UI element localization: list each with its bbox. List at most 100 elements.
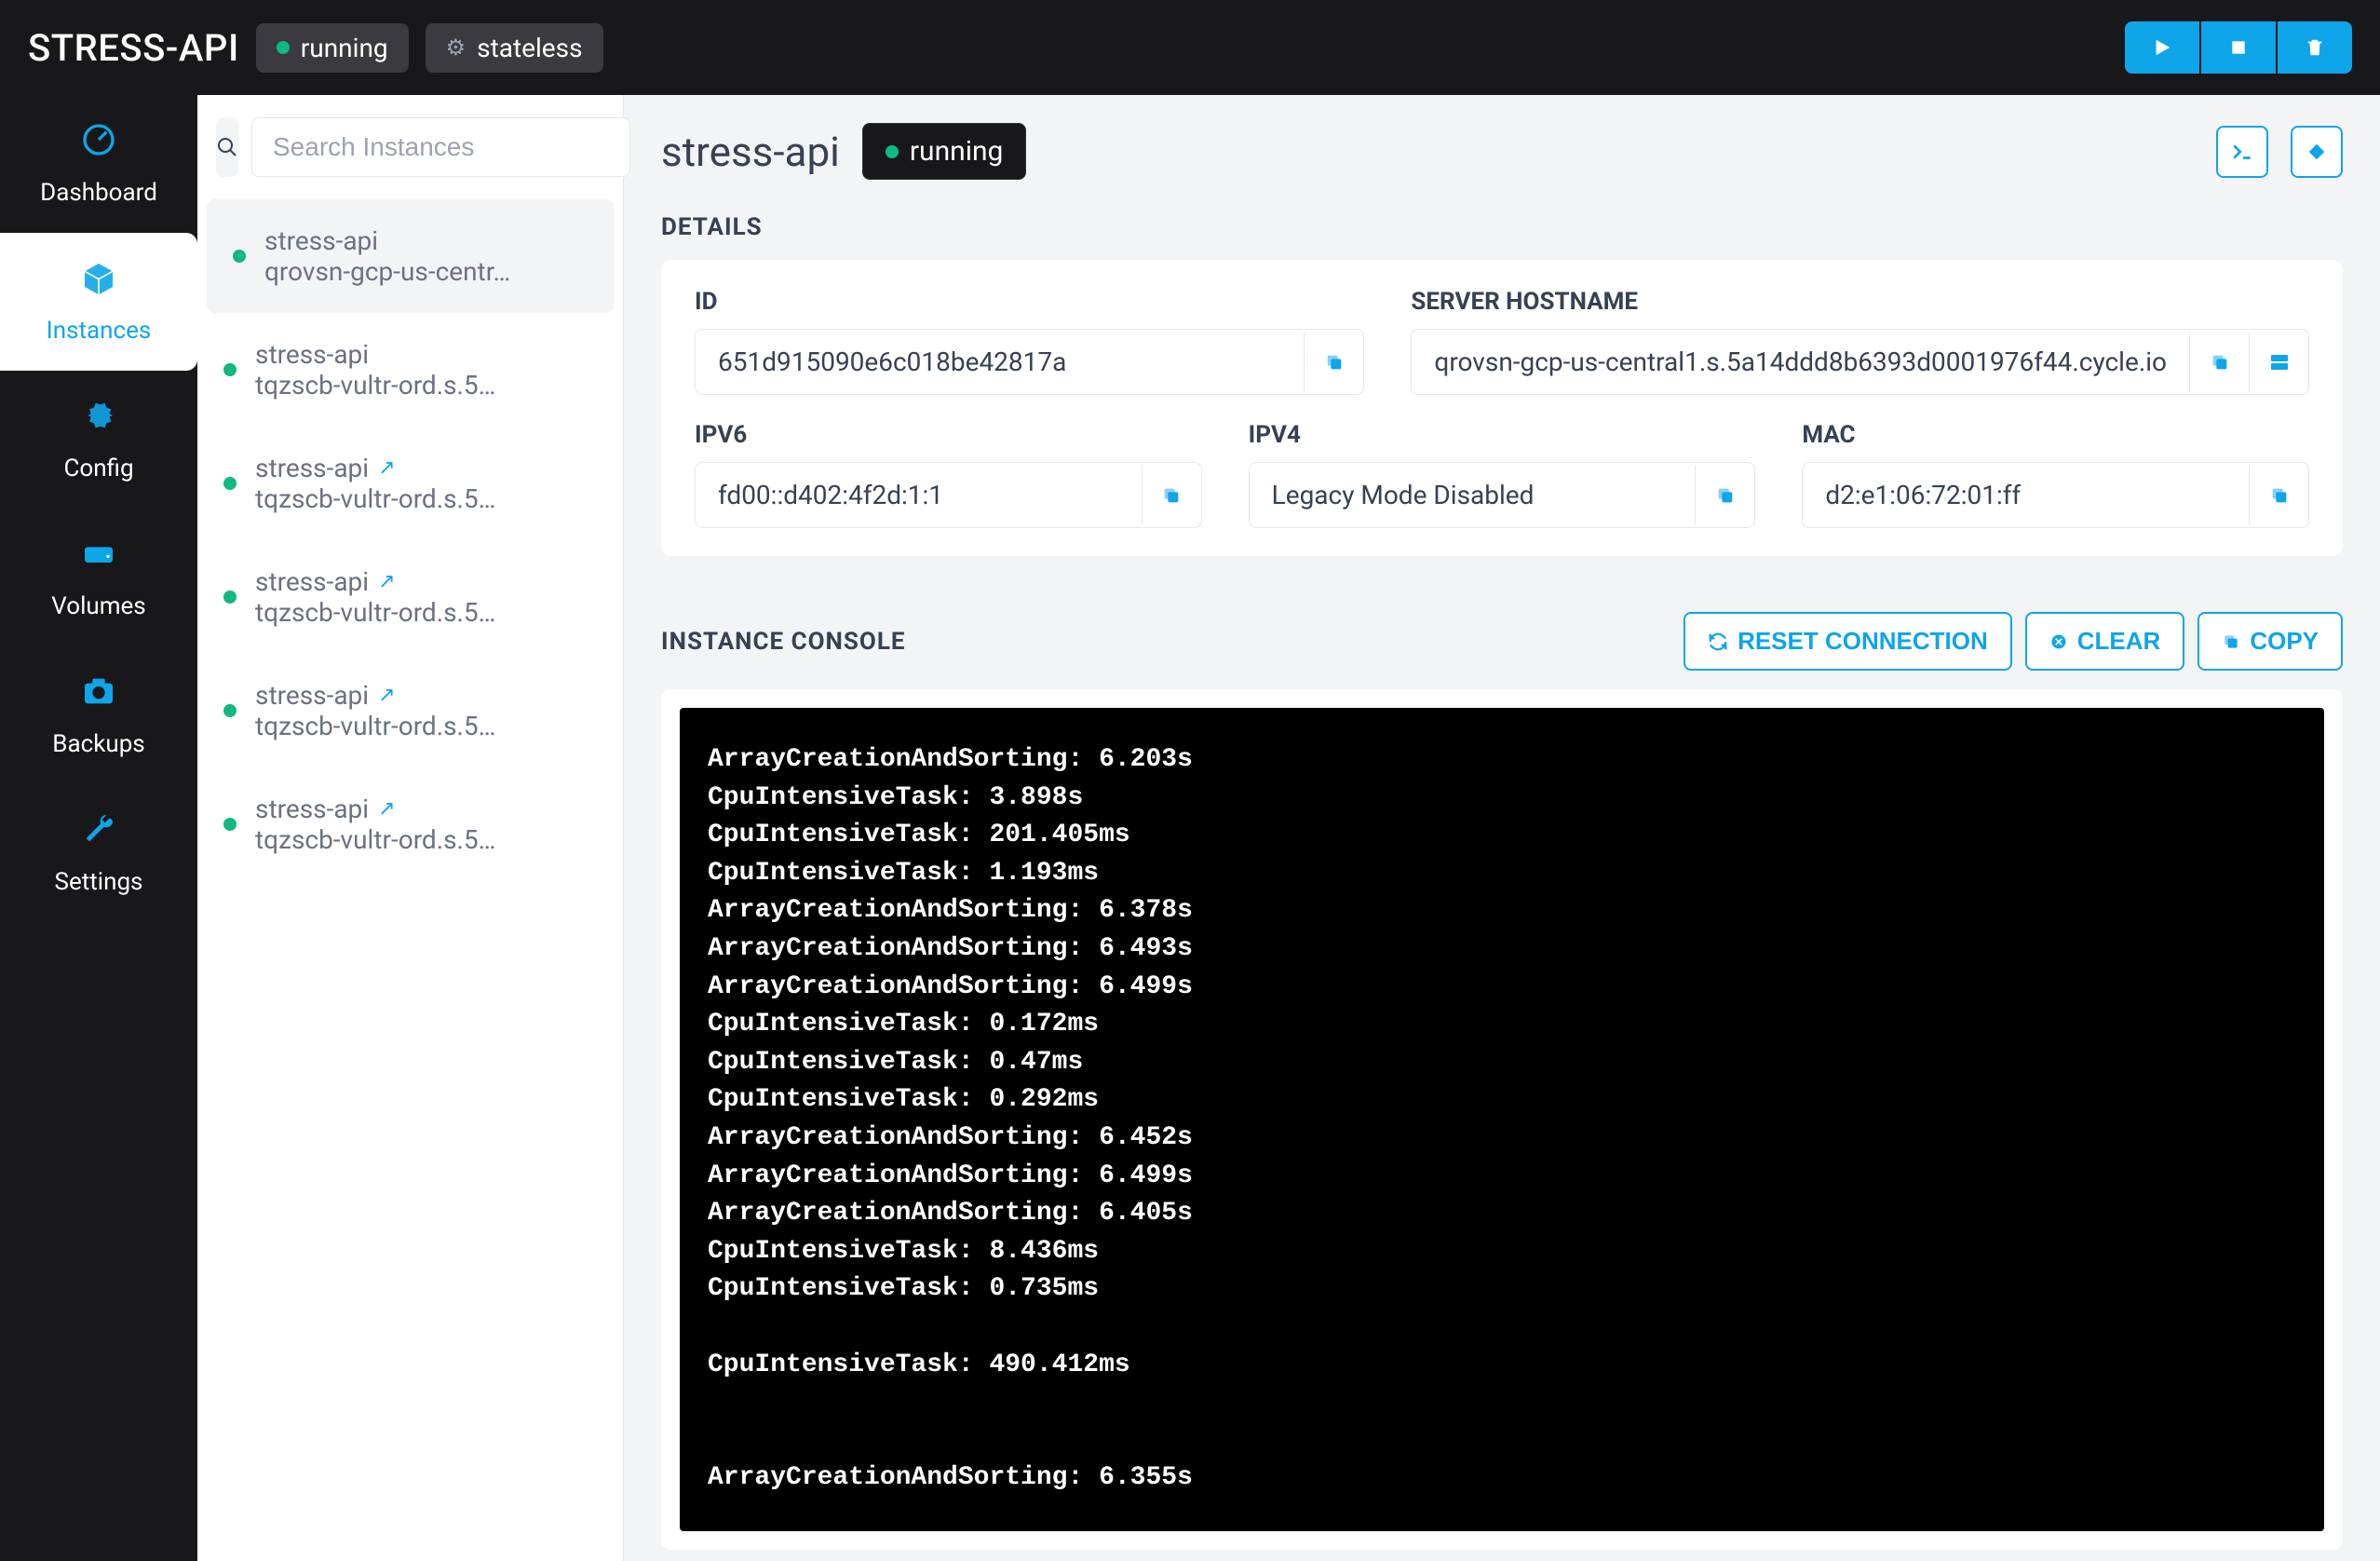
migrate-icon: ↗ xyxy=(378,570,395,593)
status-dot-icon xyxy=(886,145,899,158)
copy-icon xyxy=(2222,632,2240,651)
sidebar-item-backups[interactable]: Backups xyxy=(0,646,197,784)
status-dot-icon xyxy=(223,818,237,831)
hostname-server-button[interactable] xyxy=(2249,333,2308,392)
copy-icon xyxy=(1324,352,1345,373)
search-input[interactable] xyxy=(251,117,630,177)
copy-icon xyxy=(2210,352,2230,373)
instance-host: tqzscb-vultr-ord.s.5… xyxy=(255,824,597,855)
instance-name: stress-api xyxy=(255,339,369,370)
sidebar-item-dashboard[interactable]: Dashboard xyxy=(0,95,197,233)
clear-icon xyxy=(2049,632,2068,651)
copy-console-button[interactable]: COPY xyxy=(2197,612,2343,671)
stop-button[interactable] xyxy=(2201,21,2276,74)
status-dot-icon xyxy=(223,704,237,717)
stateless-label: stateless xyxy=(477,33,582,63)
status-dot-icon xyxy=(223,477,237,490)
button-label: COPY xyxy=(2250,627,2319,656)
gear-icon xyxy=(80,397,117,443)
field-label-ipv4: IPV4 xyxy=(1249,421,1756,449)
terminal-button[interactable] xyxy=(2216,126,2268,178)
status-dot-icon xyxy=(277,41,290,54)
field-value-id: 651d915090e6c018be42817a xyxy=(696,330,1304,394)
field-value-mac: d2:e1:06:72:01:ff xyxy=(1803,463,2249,527)
migrate-icon: ↗ xyxy=(378,456,395,480)
sidebar-item-label: Backups xyxy=(52,730,144,758)
instance-name: stress-api xyxy=(255,794,369,824)
field-label-mac: MAC xyxy=(1802,421,2309,449)
migrate-icon: ↗ xyxy=(378,684,395,707)
play-button[interactable] xyxy=(2125,21,2199,74)
copy-ipv4-button[interactable] xyxy=(1695,466,1754,525)
sidebar: Dashboard Instances Config Volumes Backu… xyxy=(0,95,197,1561)
server-icon xyxy=(2268,351,2291,373)
instance-host: tqzscb-vultr-ord.s.5… xyxy=(255,483,597,514)
status-label: running xyxy=(301,33,388,63)
gauge-icon xyxy=(80,121,117,168)
instance-item[interactable]: stress-api tqzscb-vultr-ord.s.5… xyxy=(197,313,623,427)
copy-hostname-button[interactable] xyxy=(2189,333,2249,392)
sidebar-item-volumes[interactable]: Volumes xyxy=(0,509,197,646)
terminal-icon xyxy=(2230,140,2254,164)
instance-item[interactable]: stress-api ↗ tqzscb-vultr-ord.s.5… xyxy=(197,767,623,881)
copy-icon xyxy=(2269,485,2290,506)
sidebar-item-label: Dashboard xyxy=(40,179,157,207)
instance-host: qrovsn-gcp-us-centr… xyxy=(264,256,588,287)
reset-connection-button[interactable]: RESET CONNECTION xyxy=(1684,612,2012,671)
instance-item[interactable]: stress-api qrovsn-gcp-us-centr… xyxy=(207,199,614,313)
wrench-icon xyxy=(80,810,117,857)
search-icon xyxy=(216,136,238,158)
migrate-icon: ↗ xyxy=(378,797,395,821)
gears-icon: ⚙ xyxy=(446,34,467,61)
expand-button[interactable] xyxy=(2291,126,2343,178)
instance-host: tqzscb-vultr-ord.s.5… xyxy=(255,597,597,628)
field-label-ipv6: IPV6 xyxy=(695,421,1202,449)
trash-icon xyxy=(2305,37,2325,58)
sidebar-item-label: Settings xyxy=(55,868,143,896)
sidebar-item-label: Instances xyxy=(47,317,152,345)
clear-button[interactable]: CLEAR xyxy=(2025,612,2185,671)
instance-item[interactable]: stress-api ↗ tqzscb-vultr-ord.s.5… xyxy=(197,540,623,654)
delete-button[interactable] xyxy=(2278,21,2352,74)
copy-id-button[interactable] xyxy=(1304,333,1363,392)
instance-item[interactable]: stress-api ↗ tqzscb-vultr-ord.s.5… xyxy=(197,654,623,767)
sidebar-item-settings[interactable]: Settings xyxy=(0,784,197,922)
instance-list: stress-api qrovsn-gcp-us-centr… stress-a… xyxy=(197,199,623,1561)
page-title: stress-api xyxy=(661,128,840,176)
instance-name: stress-api xyxy=(264,225,378,256)
instance-name: stress-api xyxy=(255,680,369,711)
field-value-ipv4: Legacy Mode Disabled xyxy=(1250,463,1696,527)
stateless-pill: ⚙ stateless xyxy=(426,23,603,73)
field-value-hostname: qrovsn-gcp-us-central1.s.5a14ddd8b6393d0… xyxy=(1412,330,2189,394)
diamond-icon xyxy=(2306,142,2327,162)
box-icon xyxy=(80,259,117,305)
button-label: RESET CONNECTION xyxy=(1738,627,1988,656)
search-icon-box[interactable] xyxy=(216,117,238,177)
copy-icon xyxy=(1715,485,1736,506)
sidebar-item-config[interactable]: Config xyxy=(0,371,197,509)
instance-name: stress-api xyxy=(255,453,369,483)
stop-icon xyxy=(2229,38,2248,57)
console-output: ArrayCreationAndSorting: 6.203s CpuInten… xyxy=(680,708,2324,1531)
status-label: running xyxy=(910,135,1004,168)
drive-icon xyxy=(80,535,117,581)
instance-name: stress-api xyxy=(255,566,369,597)
sidebar-item-label: Config xyxy=(63,455,133,482)
console-heading: INSTANCE CONSOLE xyxy=(661,628,1670,656)
sidebar-item-label: Volumes xyxy=(51,592,145,620)
instance-host: tqzscb-vultr-ord.s.5… xyxy=(255,711,597,741)
copy-icon xyxy=(1161,485,1182,506)
status-dot-icon xyxy=(233,250,246,263)
button-label: CLEAR xyxy=(2077,627,2161,656)
refresh-icon xyxy=(1708,631,1728,652)
instance-item[interactable]: stress-api ↗ tqzscb-vultr-ord.s.5… xyxy=(197,427,623,540)
copy-mac-button[interactable] xyxy=(2249,466,2308,525)
status-dot-icon xyxy=(223,590,237,604)
details-heading: DETAILS xyxy=(661,213,2343,241)
copy-ipv6-button[interactable] xyxy=(1142,466,1201,525)
play-icon xyxy=(2152,37,2172,58)
main-content: stress-api running DETAILS ID 651d915090… xyxy=(624,95,2380,1561)
sidebar-item-instances[interactable]: Instances xyxy=(0,233,197,371)
app-title: STRESS-API xyxy=(28,26,239,70)
field-label-id: ID xyxy=(695,288,1364,316)
